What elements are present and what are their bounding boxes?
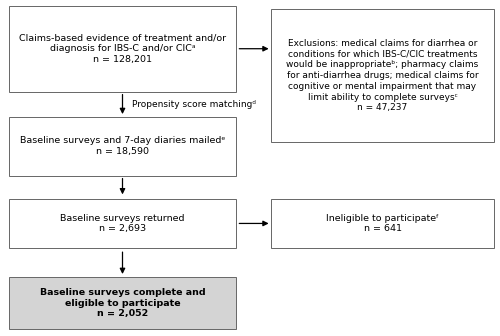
Text: n = 18,590: n = 18,590 [96,147,149,156]
Text: Ineligible to participateᶠ: Ineligible to participateᶠ [326,214,439,222]
Text: n = 2,693: n = 2,693 [99,224,146,233]
Text: Exclusions: medical claims for diarrhea or: Exclusions: medical claims for diarrhea … [288,39,477,48]
FancyBboxPatch shape [271,9,494,142]
Text: n = 2,052: n = 2,052 [97,309,148,318]
FancyBboxPatch shape [8,6,236,92]
Text: eligible to participate: eligible to participate [64,299,180,307]
Text: limit ability to complete surveysᶜ: limit ability to complete surveysᶜ [308,93,458,101]
Text: Baseline surveys complete and: Baseline surveys complete and [40,288,205,297]
FancyBboxPatch shape [8,277,236,329]
Text: would be inappropriateᵇ; pharmacy claims: would be inappropriateᵇ; pharmacy claims [286,60,478,69]
Text: n = 641: n = 641 [364,224,402,233]
Text: Claims-based evidence of treatment and/or: Claims-based evidence of treatment and/o… [19,34,226,42]
Text: Baseline surveys returned: Baseline surveys returned [60,214,185,222]
Text: conditions for which IBS-C/CIC treatments: conditions for which IBS-C/CIC treatment… [288,50,477,58]
Text: n = 47,237: n = 47,237 [358,103,408,112]
Text: n = 128,201: n = 128,201 [93,55,152,64]
Text: for anti-diarrhea drugs; medical claims for: for anti-diarrhea drugs; medical claims … [286,71,478,80]
Text: diagnosis for IBS-C and/or CICᵃ: diagnosis for IBS-C and/or CICᵃ [50,44,196,53]
Text: cognitive or mental impairment that may: cognitive or mental impairment that may [288,82,476,91]
FancyBboxPatch shape [271,199,494,248]
FancyBboxPatch shape [8,117,236,176]
Text: Baseline surveys and 7-day diaries mailedᵉ: Baseline surveys and 7-day diaries maile… [20,136,225,145]
FancyBboxPatch shape [8,199,236,248]
Text: Propensity score matchingᵈ: Propensity score matchingᵈ [132,100,256,109]
